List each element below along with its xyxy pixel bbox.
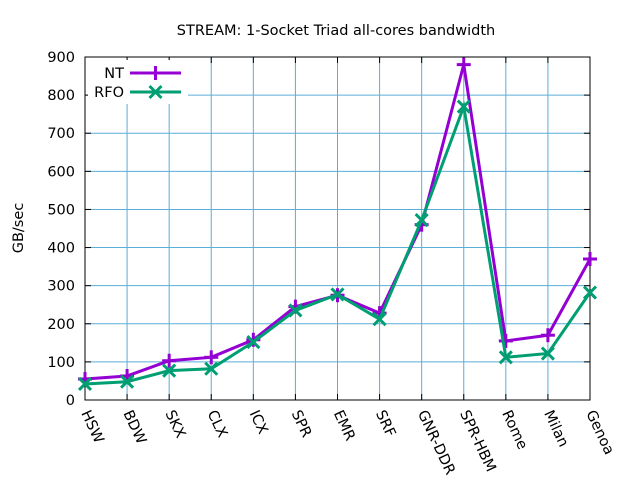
y-tick-label: 500 [47,202,75,218]
marker-cross-b [414,213,429,228]
marker-cross [414,213,429,228]
marker-cross [582,285,598,300]
y-tick-label: 700 [47,126,75,142]
marker-plus [162,353,177,368]
legend-item: RFO [94,84,181,101]
marker-cross-b [540,346,555,361]
marker-cross [120,374,135,389]
grid-lines [85,57,590,400]
x-tick-label: Milan [540,408,571,450]
x-tick-label: ICX [246,408,271,437]
marker-cross-b [120,374,135,389]
marker-cross [77,376,93,392]
marker-cross-b [246,335,261,350]
marker-plus [456,57,471,72]
marker-cross-b [148,84,163,100]
marker-cross-b [204,361,219,376]
x-tick-label: SPR [288,408,314,440]
y-tick-label: 300 [47,279,75,295]
data-series [77,57,598,392]
x-tick-label: SRF [372,408,398,440]
y-tick-label: 100 [47,355,75,371]
y-tick-label: 0 [66,393,75,409]
y-tick-label: 400 [47,241,75,257]
marker-cross-b [456,99,471,114]
legend-item: NT [104,66,181,82]
y-tick-label: 800 [47,88,75,104]
x-tick-label: SKX [162,408,189,441]
marker-cross [246,335,261,350]
marker-cross-b [498,350,513,365]
x-tick-label: SPR-HBM [456,408,498,475]
marker-plus [498,333,513,348]
marker-cross [456,99,471,114]
x-tick-label: Rome [498,408,530,452]
marker-cross [498,350,513,365]
marker-cross-b [330,287,345,302]
marker-cross [148,84,163,100]
marker-cross [372,312,387,327]
marker-cross [162,363,177,378]
marker-plus [204,350,219,365]
chart-title: STREAM: 1-Socket Triad all-cores bandwid… [177,23,495,39]
x-tick-label: CLX [204,408,230,440]
marker-cross-b [288,303,303,318]
marker-cross-b [162,363,177,378]
legend-label: RFO [94,85,124,101]
marker-cross-b [77,376,93,392]
marker-cross [288,303,303,318]
plot-border [84,56,591,401]
marker-cross [204,361,219,376]
series-rfo [77,99,598,392]
x-tick-label: HSW [77,408,106,446]
legend-background [88,60,188,104]
x-tick-label: EMR [330,408,358,444]
marker-plus [583,251,597,266]
legend-label: NT [104,66,124,82]
y-tick-label: 200 [47,317,75,333]
marker-plus [148,66,163,80]
y-tick-label: 900 [47,50,75,66]
marker-cross-b [372,312,387,327]
y-tick-labels: 0 100 200 300 400 500 600 700 800 900 [47,50,75,409]
y-tick-label: 600 [47,164,75,180]
x-tick-label: BDW [119,408,148,447]
y-axis-label: GB/sec [11,203,27,254]
legend: NT RFO [88,60,188,104]
marker-plus [540,328,555,343]
marker-cross-b [582,285,598,300]
x-tick-label: Genoa [582,408,616,457]
plot-frame [84,56,591,401]
x-tick-label: GNR-DDR [414,408,458,477]
marker-cross [540,346,555,361]
marker-cross [330,287,345,302]
